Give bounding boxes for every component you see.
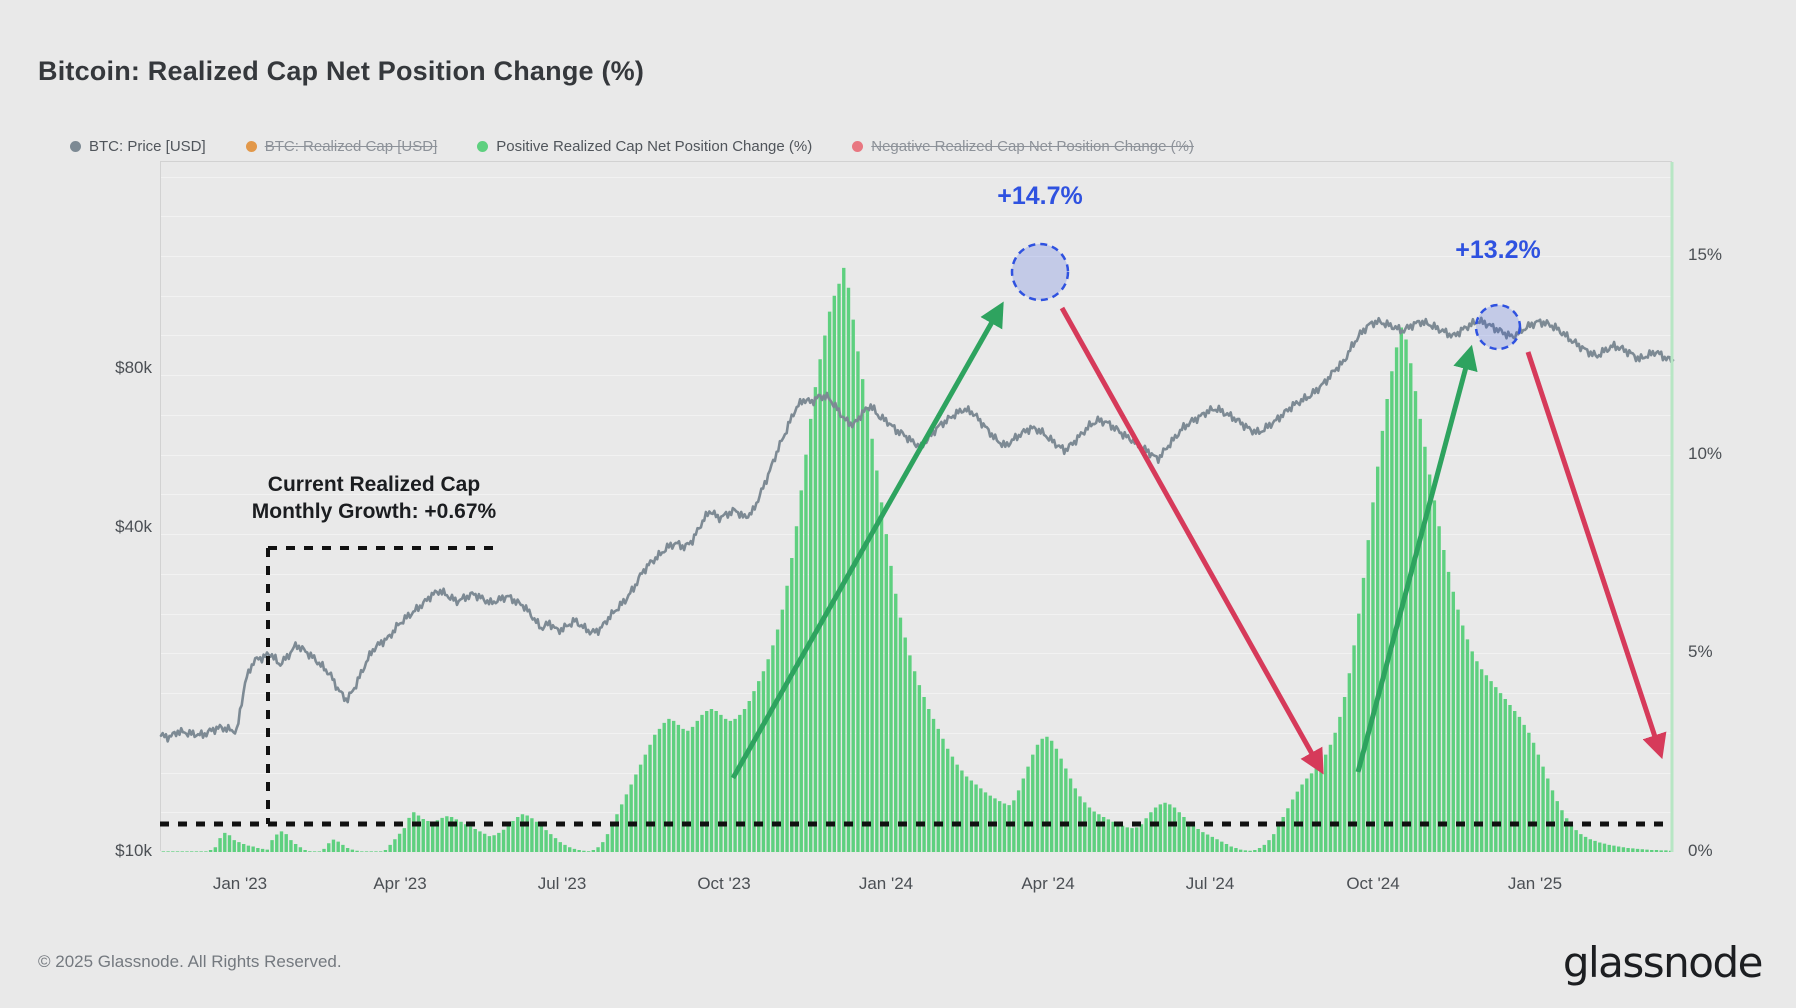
- x-axis-tick-0: Jan '23: [212, 874, 268, 893]
- legend-item-negative-net-position-change[interactable]: Negative Realized Cap Net Position Chang…: [852, 138, 1194, 155]
- footer-copyright: © 2025 Glassnode. All Rights Reserved.: [38, 952, 342, 971]
- legend-color-dot: [70, 141, 81, 152]
- x-axis-tick-6: Jul '24: [1185, 874, 1235, 893]
- y-axis-right-tick-10: 10%: [1688, 444, 1723, 463]
- x-axis-tick-4: Jan '24: [858, 874, 914, 893]
- x-axis-tick-3: Oct '23: [697, 874, 751, 893]
- bar-series-positive: [161, 267, 1673, 852]
- annotation-line-2: Monthly Growth: +0.67%: [251, 499, 497, 523]
- y-axis-right-tick-15: 15%: [1688, 245, 1723, 264]
- y-axis-left-tick-40k: $40k: [115, 517, 152, 536]
- legend-item-btc-realized-cap[interactable]: BTC: Realized Cap [USD]: [245, 138, 438, 155]
- x-axis-tick-8: Jan '25: [1507, 874, 1563, 893]
- annotation-peak-2-value: +13.2%: [1455, 236, 1541, 264]
- x-axis-tick-5: Apr '24: [1021, 874, 1075, 893]
- price-line-series: [159, 316, 1675, 743]
- legend-color-dot: [852, 141, 864, 152]
- legend-label: BTC: Realized Cap [USD]: [264, 138, 438, 155]
- annotation-peak-1-value: +14.7%: [997, 182, 1083, 210]
- y-axis-right-tick-0: 0%: [1688, 841, 1713, 860]
- x-axis-tick-1: Apr '23: [373, 874, 427, 893]
- legend-color-dot: [477, 141, 489, 152]
- page-title: Bitcoin: Realized Cap Net Position Chang…: [38, 56, 645, 87]
- x-axis-tick-7: Oct '24: [1346, 874, 1400, 893]
- legend-item-positive-net-position-change[interactable]: Positive Realized Cap Net Position Chang…: [477, 138, 812, 155]
- legend-label: BTC: Price [USD]: [89, 138, 206, 155]
- legend-label: Positive Realized Cap Net Position Chang…: [496, 138, 813, 155]
- chart-legend: BTC: Price [USD] BTC: Realized Cap [USD]…: [70, 138, 1234, 155]
- legend-label: Negative Realized Cap Net Position Chang…: [871, 138, 1194, 155]
- legend-color-dot: [245, 141, 257, 152]
- y-axis-left-tick-80k: $80k: [115, 358, 152, 377]
- annotation-line-1: Current Realized Cap: [267, 473, 481, 496]
- y-axis-left-tick-10k: $10k: [115, 841, 152, 860]
- y-axis-right-tick-5: 5%: [1688, 642, 1713, 661]
- annotation-current-growth: Current Realized Cap Monthly Growth: +0.…: [224, 472, 524, 526]
- glassnode-logo: glassnode: [1562, 938, 1764, 987]
- x-axis-tick-2: Jul '23: [537, 874, 587, 893]
- legend-item-btc-price[interactable]: BTC: Price [USD]: [70, 138, 206, 155]
